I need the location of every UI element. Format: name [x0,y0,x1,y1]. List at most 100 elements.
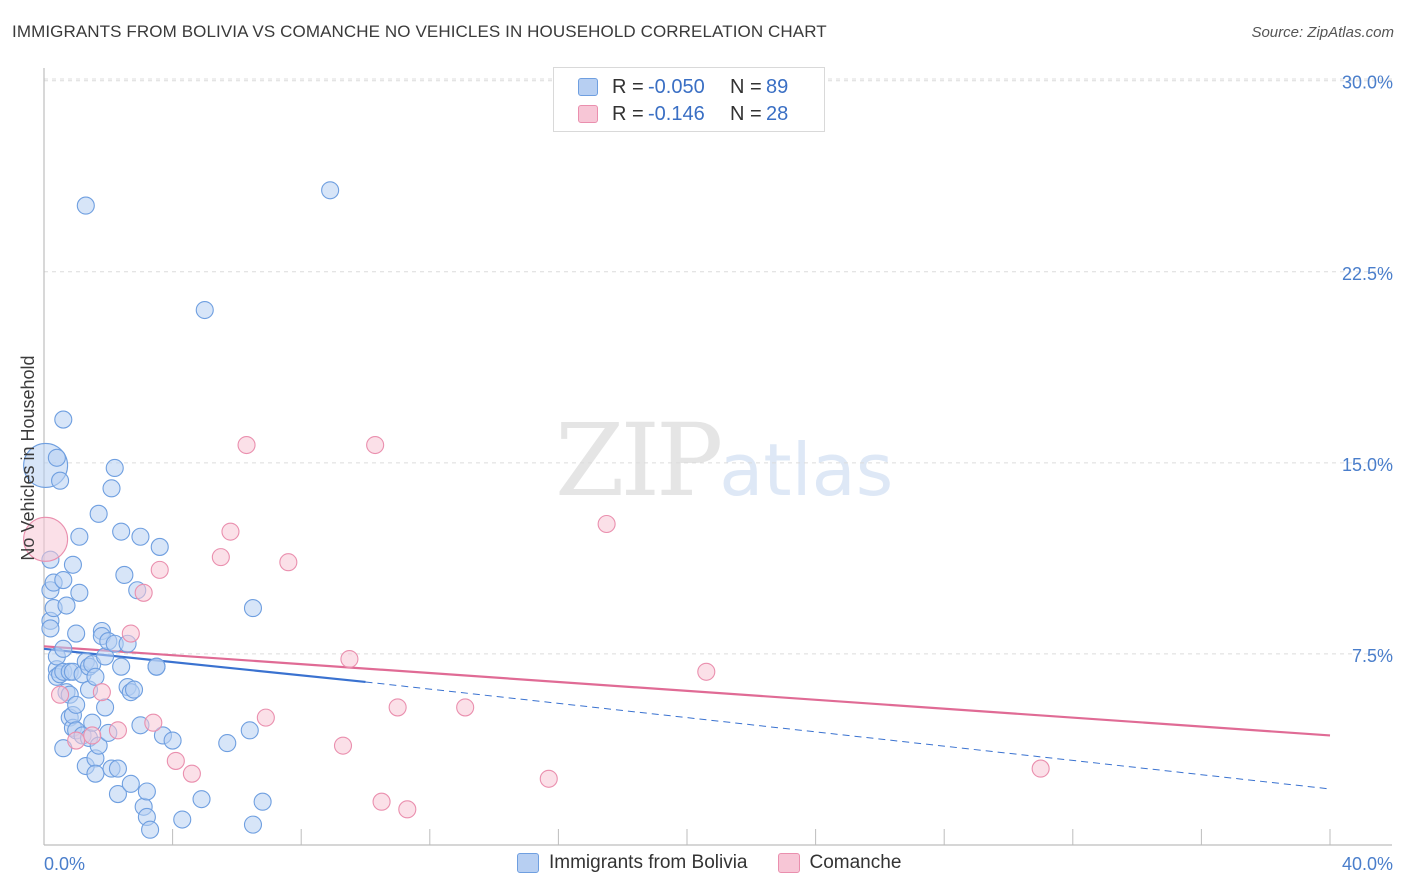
point-bolivia [41,619,60,638]
point-comanche [237,435,256,455]
legend-label-bolivia: Immigrants from Bolivia [549,852,748,873]
point-bolivia [112,522,131,541]
point-bolivia [96,698,115,717]
point-bolivia [76,196,95,215]
point-bolivia [54,639,73,658]
point-bolivia [67,695,86,714]
point-bolivia [115,565,134,585]
point-bolivia [192,790,211,809]
point-comanche [366,435,385,455]
point-comanche [597,514,616,534]
point-bolivia [63,555,82,574]
watermark: ZIPatlas [555,402,893,519]
point-bolivia [240,721,259,740]
point-comanche [388,698,407,717]
point-comanche [83,726,102,745]
point-comanche [333,736,353,755]
point-bolivia [141,820,160,839]
point-comanche [456,698,475,717]
point-comanche [134,583,153,602]
data-points [23,181,1050,839]
legend-swatch-bolivia [517,853,539,873]
point-comanche [23,516,69,562]
trend-line-bolivia-extension [365,681,1331,790]
point-comanche [150,560,169,579]
y-tick-label: 15.0% [1342,455,1393,475]
point-comanche [221,522,240,541]
series-legend: Immigrants from Bolivia Comanche [517,852,931,874]
point-comanche [398,800,417,819]
point-comanche [92,683,111,702]
legend-r-label: R = [612,75,644,98]
point-comanche [144,713,163,732]
legend-n-label: N = [730,102,762,125]
legend-swatch-comanche [578,105,598,123]
legend-row-bolivia: R = -0.050 N = 89 [578,73,788,101]
point-bolivia [108,759,127,778]
legend-row-comanche: R = -0.146 N = 28 [578,100,788,128]
point-bolivia [70,583,89,602]
point-comanche [182,764,201,783]
point-bolivia [57,596,76,615]
point-bolivia [147,657,166,676]
point-bolivia [67,624,86,643]
point-comanche [1031,759,1050,778]
source-label: Source: ZipAtlas.com [1251,24,1394,41]
point-bolivia [150,537,169,556]
point-bolivia [102,479,121,498]
point-comanche [279,553,298,572]
point-comanche [697,662,716,681]
point-comanche [108,721,127,740]
point-bolivia [86,667,105,686]
point-bolivia [243,815,263,834]
watermark-zip: ZIP [555,402,723,519]
point-comanche [121,624,140,643]
legend-n-label: N = [730,75,762,98]
point-bolivia [195,300,214,320]
y-tick-label: 7.5% [1352,646,1393,666]
legend-r-value: -0.050 [648,75,705,98]
y-tick-label: 22.5% [1342,264,1393,284]
point-comanche [340,649,359,669]
legend-swatch-bolivia [578,78,598,96]
tick-labels: 7.5% 15.0% 22.5% 30.0% 0.0% 40.0% [44,73,1393,874]
point-bolivia [108,784,127,804]
point-bolivia [218,734,237,753]
point-comanche [211,548,230,567]
point-comanche [539,769,558,788]
point-bolivia [173,810,192,829]
point-comanche [256,708,275,727]
point-bolivia [89,504,108,523]
point-bolivia [54,410,73,429]
point-bolivia [137,782,156,801]
trend-line-comanche [43,645,1331,737]
legend-label-comanche: Comanche [809,852,902,873]
x-tick-label: 40.0% [1342,854,1393,874]
y-axis-label: No Vehicles in Household [18,355,38,560]
point-bolivia [105,458,124,478]
point-bolivia [321,181,340,200]
legend-item-comanche[interactable]: Comanche [777,852,902,874]
legend-swatch-comanche [777,853,800,873]
point-bolivia [47,448,66,467]
legend-n-value: 28 [766,102,789,125]
point-bolivia [70,527,89,546]
point-bolivia [253,792,272,811]
point-comanche [51,685,70,704]
point-bolivia [112,657,131,676]
point-bolivia [121,774,140,793]
y-tick-label: 30.0% [1342,73,1393,93]
point-bolivia [51,471,70,490]
point-bolivia [124,680,144,699]
x-tick-label: 0.0% [44,854,85,874]
point-comanche [166,751,185,770]
legend-item-bolivia[interactable]: Immigrants from Bolivia [517,852,748,874]
legend-n-value: 89 [766,75,789,98]
trend-lines [43,645,1331,790]
chart-title: IMMIGRANTS FROM BOLIVIA VS COMANCHE NO V… [12,22,827,41]
point-bolivia [86,764,105,783]
grid-lines [44,78,1392,655]
point-bolivia [54,571,73,590]
point-comanche [372,792,391,811]
